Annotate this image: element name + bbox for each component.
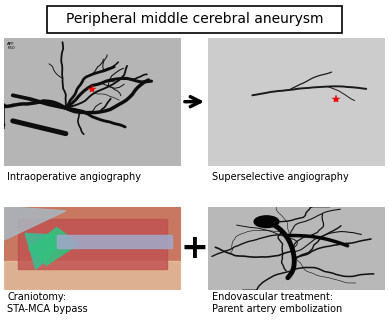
Polygon shape (25, 234, 71, 269)
Polygon shape (4, 207, 66, 240)
Text: +: + (180, 232, 209, 265)
Bar (4, 261, 181, 290)
Text: Endovascular treatment:
Parent artery embolization: Endovascular treatment: Parent artery em… (212, 292, 342, 314)
Text: APF
F60: APF F60 (7, 42, 15, 50)
Bar (18, 219, 167, 269)
Text: Craniotomy:
STA-MCA bypass: Craniotomy: STA-MCA bypass (7, 292, 88, 314)
Text: Peripheral middle cerebral aneurysm: Peripheral middle cerebral aneurysm (66, 12, 323, 26)
Polygon shape (29, 228, 78, 265)
Text: Superselective angiography: Superselective angiography (212, 172, 349, 182)
Circle shape (254, 216, 279, 228)
Bar (57, 235, 172, 249)
Text: Intraoperative angiography: Intraoperative angiography (7, 172, 142, 182)
FancyBboxPatch shape (47, 6, 342, 33)
